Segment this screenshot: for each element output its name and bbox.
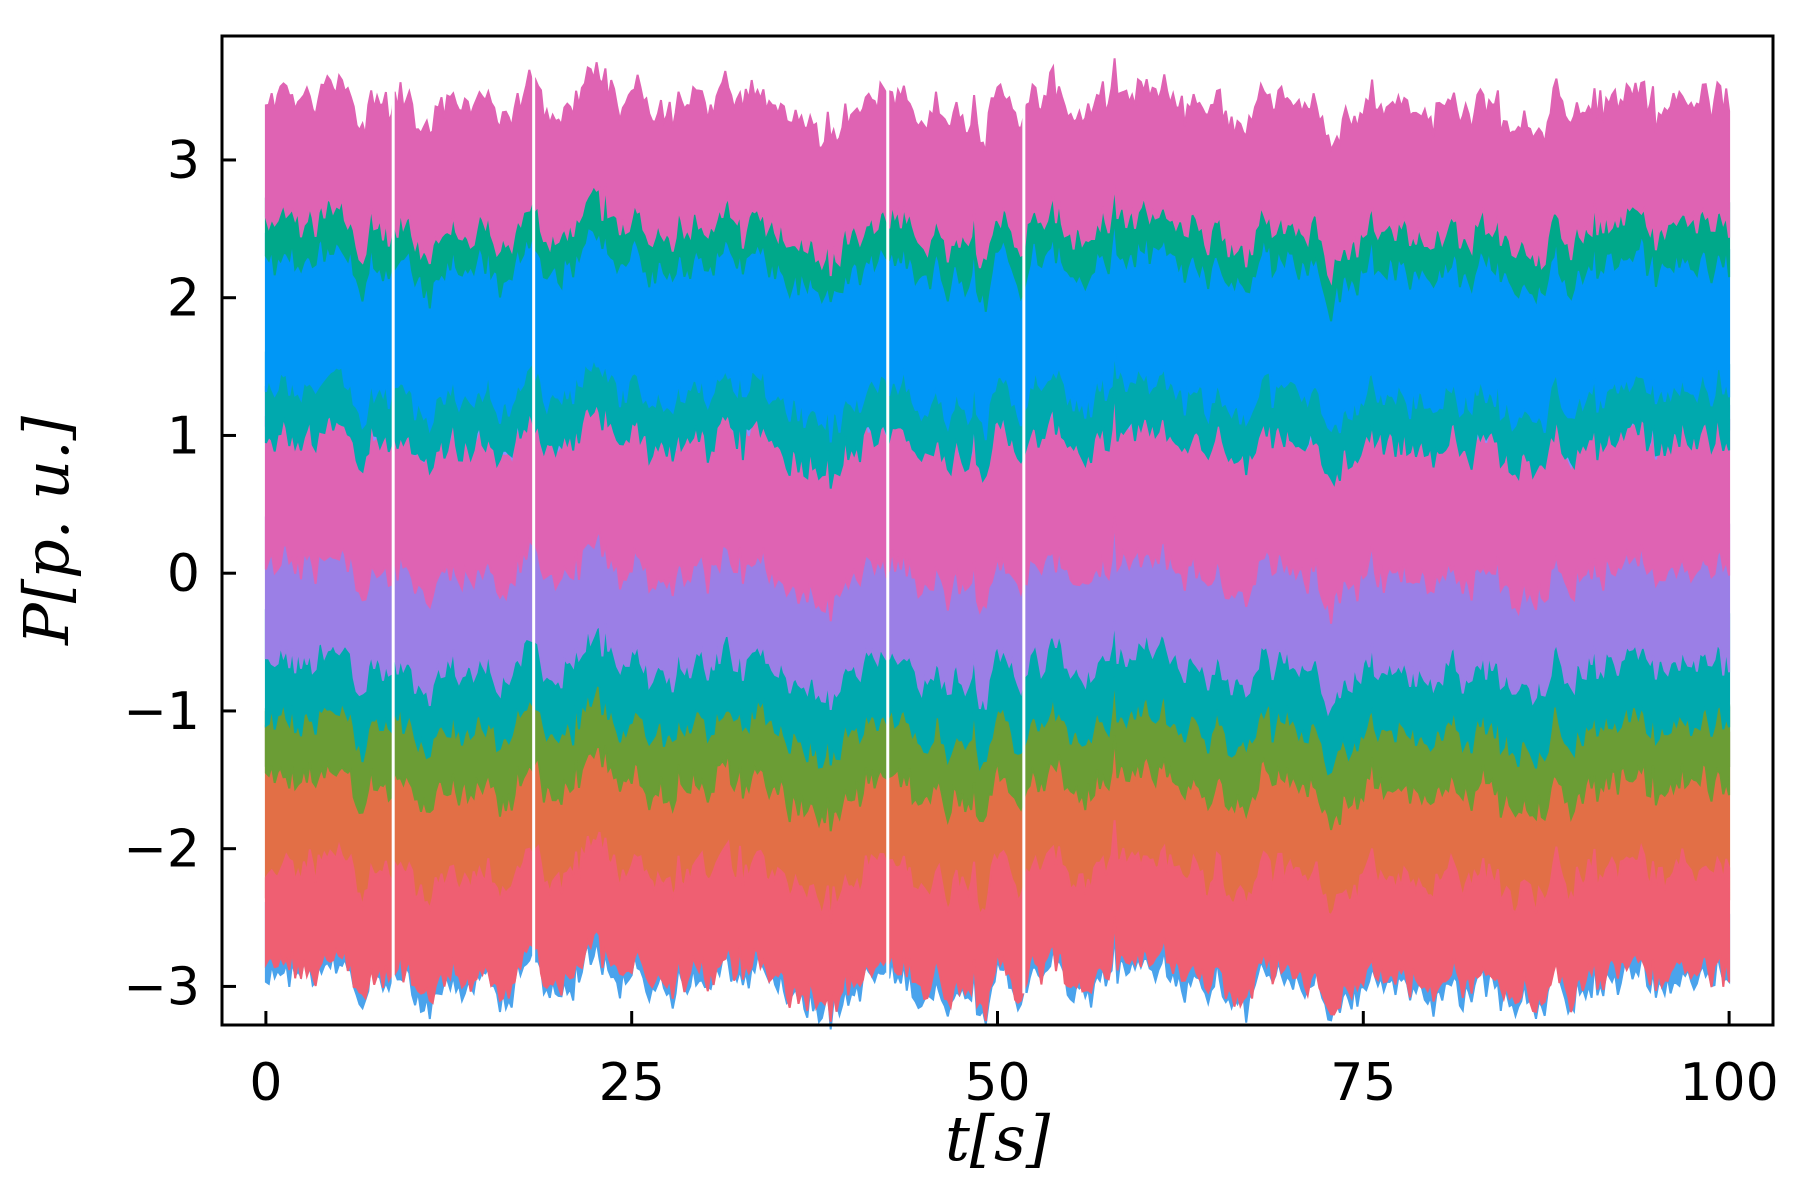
x-tick-label: 50: [964, 1053, 1030, 1113]
y-axis-label: P[p. u.]: [10, 415, 83, 646]
x-tick-label: 0: [249, 1053, 282, 1113]
y-tick-label: −3: [123, 957, 200, 1017]
series-gaps: [391, 56, 1026, 994]
x-tick-label: 25: [599, 1053, 665, 1113]
y-tick-label: −2: [123, 820, 200, 880]
x-axis-label: t[s]: [945, 1102, 1051, 1175]
y-axis: −3 −2 −1 0 1 2 3: [123, 131, 236, 1017]
y-tick-label: 2: [167, 269, 200, 329]
y-tick-label: 3: [167, 131, 200, 191]
y-tick-label: −1: [123, 682, 200, 742]
series-band-3: [264, 820, 1731, 1022]
y-tick-label: 1: [167, 406, 200, 466]
series-band-13: [264, 58, 1731, 286]
x-tick-label: 75: [1330, 1053, 1396, 1113]
x-axis: 0 25 50 75 100: [249, 1011, 1779, 1113]
x-tick-label: 100: [1679, 1053, 1778, 1113]
y-tick-label: 0: [167, 544, 200, 604]
series-bands: [264, 58, 1731, 1030]
